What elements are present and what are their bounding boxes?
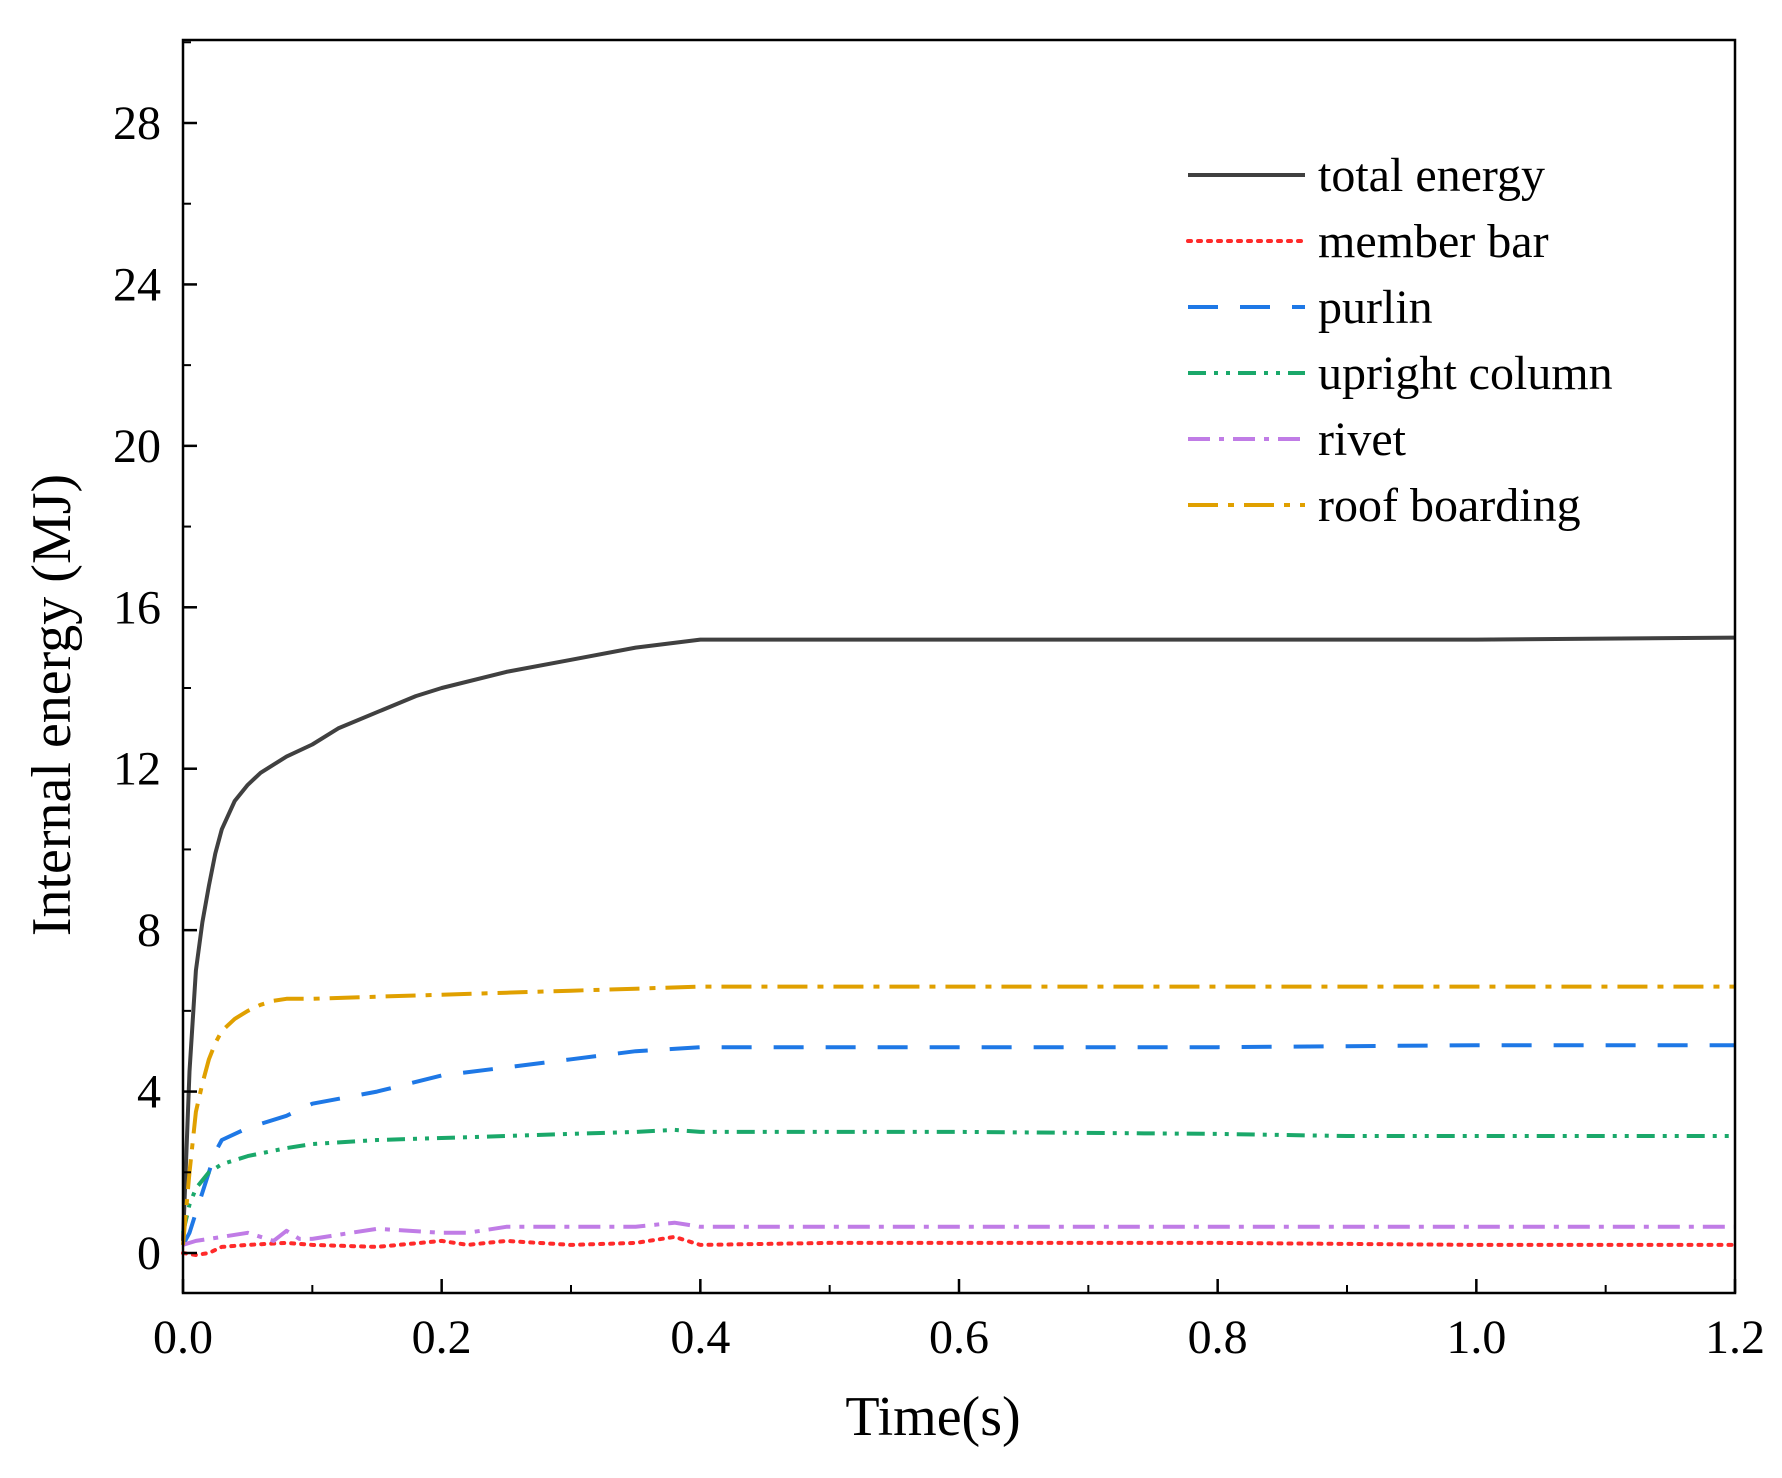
series-line-roof-boarding — [181, 984, 1735, 1246]
x-tick-label: 0.0 — [153, 1311, 213, 1364]
x-tick-label: 1.0 — [1446, 1311, 1506, 1364]
legend-label-upright-column: upright column — [1318, 347, 1613, 400]
x-tick-label: 0.6 — [929, 1311, 989, 1364]
y-tick-label: 28 — [113, 97, 161, 150]
legend: total energy member bar purlin upright colu… — [1186, 149, 1613, 532]
x-axis-title: Time(s) — [845, 1386, 1020, 1448]
legend-label-total-energy: total energy — [1318, 149, 1545, 202]
series-line-member-bar — [181, 1234, 1737, 1257]
series-line-upright-column — [181, 1127, 1735, 1234]
axes-layer: 0.0 0.2 0.4 0.6 0.8 1.0 1.2 0 4 8 12 16 20 24 28 — [113, 38, 1765, 1364]
legend-label-purlin: purlin — [1318, 281, 1433, 334]
y-tick-label: 16 — [113, 581, 161, 634]
x-tick-label: 1.2 — [1705, 1311, 1765, 1364]
series-line-purlin — [181, 1043, 1735, 1246]
y-tick-label: 24 — [113, 258, 161, 311]
series-line-total-energy — [181, 635, 1736, 1241]
y-axis-title: Internal energy (MJ) — [21, 474, 83, 936]
x-tick-label: 0.4 — [670, 1311, 730, 1364]
y-tick-label: 4 — [137, 1066, 161, 1119]
x-tick-label: 0.8 — [1188, 1311, 1248, 1364]
y-tick-label: 8 — [137, 904, 161, 957]
x-tick-label: 0.2 — [412, 1311, 472, 1364]
legend-label-member-bar: member bar — [1318, 215, 1549, 268]
legend-label-roof-boarding: roof boarding — [1318, 479, 1581, 532]
y-tick-label: 12 — [113, 743, 161, 796]
y-tick-label: 0 — [137, 1227, 161, 1280]
y-tick-label: 20 — [113, 420, 161, 473]
series-layer — [181, 635, 1737, 1257]
series-line-rivet — [182, 1220, 1735, 1247]
legend-label-rivet: rivet — [1318, 413, 1407, 466]
